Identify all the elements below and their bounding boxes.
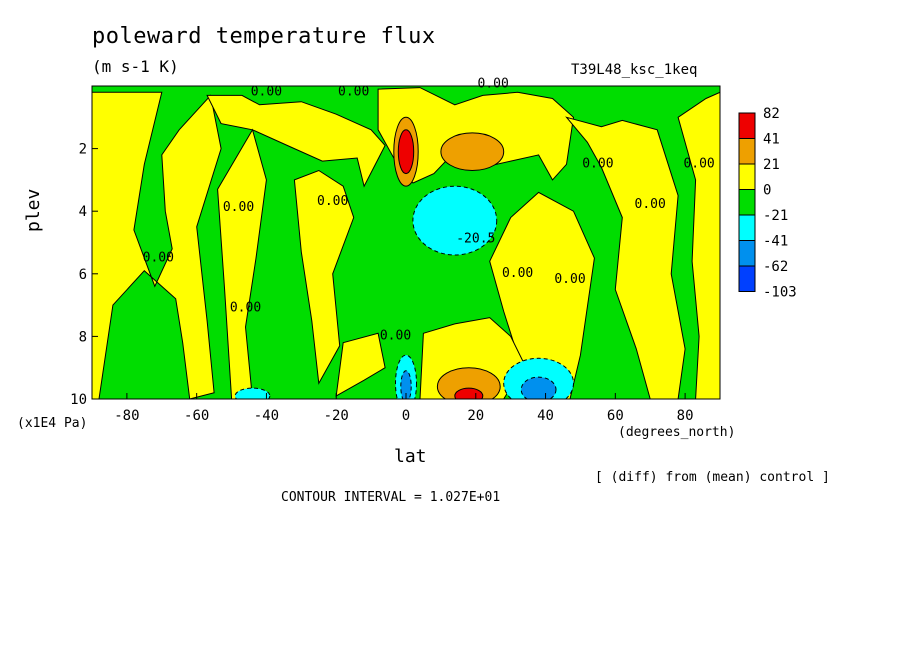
colorbar-band (738, 240, 756, 267)
colorbar-label: -21 (763, 208, 788, 224)
run-label: T39L48_ksc_1keq (571, 62, 698, 78)
contour-label: 0.00 (380, 329, 411, 344)
diff-note: [ (diff) from (mean) control ] (595, 470, 830, 485)
axes: -80 -60 -40 -20 0 20 40 60 80 2 4 6 8 10 (70, 85, 721, 424)
contour-label: 0.00 (143, 250, 174, 265)
y-tick-label: 2 (79, 142, 87, 158)
colorbar-band (738, 265, 756, 292)
positive-region (293, 169, 355, 385)
colorbar-label: -41 (763, 234, 788, 250)
x-axis-units: (degrees_north) (618, 425, 736, 440)
positive-region (677, 91, 720, 399)
x-tick-label: 0 (402, 408, 410, 424)
contour-label: 0.00 (478, 77, 509, 92)
y-tick-label: 8 (79, 329, 87, 345)
positive-peak (397, 129, 415, 175)
colorbar-label: -62 (763, 259, 788, 275)
colorbar-label: 0 (763, 183, 771, 199)
positive-region (565, 116, 686, 399)
colorbar-band (738, 112, 756, 139)
x-tick-label: -80 (114, 408, 139, 424)
positive-region (206, 94, 386, 188)
positive-region (92, 91, 222, 399)
x-tick-label: -40 (254, 408, 279, 424)
colorbar-label: 41 (763, 132, 780, 148)
contour-label: 0.00 (683, 156, 714, 171)
contour-label: 0.00 (502, 266, 533, 281)
contour-interval: CONTOUR INTERVAL = 1.027E+01 (281, 490, 501, 505)
colorbar: 82 41 21 0 -21 -41 -62 -103 (738, 106, 797, 301)
x-tick-label: 60 (607, 408, 624, 424)
y-tick-label: 6 (79, 267, 87, 283)
y-tick-label: 4 (79, 204, 87, 220)
y-axis-label: plev (23, 188, 44, 232)
y-axis-units: (x1E4 Pa) (17, 416, 88, 431)
x-axis-label: lat (394, 446, 427, 467)
colorbar-label: -103 (763, 285, 797, 301)
positive-core (440, 132, 505, 171)
colorbar-band (738, 189, 756, 216)
colorbar-band (738, 138, 756, 165)
units-label: (m s-1 K) (92, 57, 179, 76)
x-tick-label: 20 (467, 408, 484, 424)
colorbar-label: 21 (763, 157, 780, 173)
contour-label: 0.00 (582, 156, 613, 171)
positive-region (335, 332, 386, 397)
x-tick-label: 40 (537, 408, 554, 424)
positive-peak (454, 387, 484, 399)
negative-core (412, 185, 498, 256)
negative-core (234, 387, 271, 399)
colorbar-band (738, 163, 756, 190)
x-tick-label: -20 (324, 408, 349, 424)
chart-title: poleward temperature flux (92, 24, 436, 49)
contour-label: 0.00 (223, 200, 254, 215)
x-tick-label: 80 (677, 408, 694, 424)
contour-label: -20.5 (456, 232, 495, 247)
colorbar-band (738, 214, 756, 241)
contour-label: 0.00 (635, 197, 666, 212)
y-tick-label: 10 (70, 392, 87, 408)
positive-region (217, 128, 267, 399)
negative-peak (400, 370, 412, 399)
positive-core (436, 367, 501, 399)
contour-label: 0.00 (554, 272, 585, 287)
contour-label: 0.00 (338, 84, 369, 99)
contour-label: 0.00 (251, 84, 282, 99)
x-tick-label: -60 (184, 408, 209, 424)
colorbar-label: 82 (763, 106, 780, 122)
field (92, 86, 720, 399)
contour-label: 0.00 (230, 300, 261, 315)
negative-peak (520, 376, 557, 399)
contour-label: 0.00 (317, 194, 348, 209)
plot-area: 0.00 0.00 0.00 0.00 0.00 0.00 0.00 0.00 0.00 0.00… (92, 77, 720, 399)
